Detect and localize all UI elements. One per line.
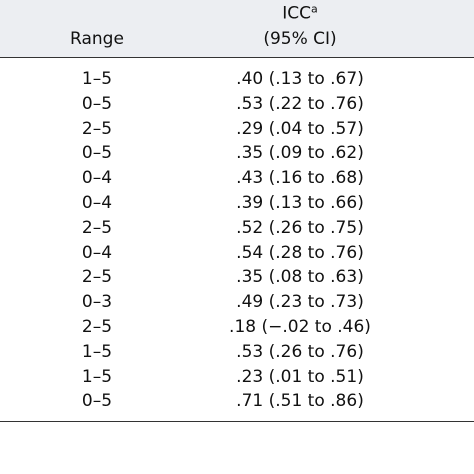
icc-cell: .23 (.01 to .51) bbox=[236, 366, 364, 387]
range-cell: 0–5 bbox=[81, 143, 113, 164]
icc-header-text: ICC bbox=[282, 3, 312, 24]
icc-cell: .53 (.22 to .76) bbox=[236, 93, 364, 114]
range-header: Range bbox=[70, 29, 124, 49]
range-cell: 0–4 bbox=[81, 193, 113, 213]
range-cell: 1–5 bbox=[81, 69, 113, 89]
ci-header: (95% CI) bbox=[263, 29, 337, 49]
icc-cell: .35 (.09 to .62) bbox=[236, 143, 364, 164]
range-cell: 0–5 bbox=[81, 93, 113, 114]
icc-cell: .29 (.04 to .57) bbox=[236, 118, 364, 139]
range-cell: 2–5 bbox=[81, 118, 113, 139]
range-cell: 2–5 bbox=[81, 317, 113, 337]
icc-cell: .43 (.16 to .68) bbox=[236, 168, 364, 189]
range-cell: 2–5 bbox=[81, 267, 113, 288]
range-cell: 1–5 bbox=[81, 341, 113, 362]
icc-cell: .18 (−.02 to .46) bbox=[229, 317, 371, 337]
icc-cell: .49 (.23 to .73) bbox=[236, 292, 364, 313]
range-cell: 2–5 bbox=[81, 217, 113, 238]
icc-cell: .40 (.13 to .67) bbox=[236, 69, 364, 89]
range-cell: 1–5 bbox=[81, 366, 113, 387]
icc-cell: .39 (.13 to .66) bbox=[236, 193, 364, 213]
range-cell: 0–4 bbox=[81, 168, 113, 189]
header-background bbox=[0, 0, 474, 58]
icc-cell: .71 (.51 to .86) bbox=[236, 391, 364, 412]
icc-cell: .53 (.26 to .76) bbox=[236, 341, 364, 362]
icc-footnote-mark: a bbox=[311, 2, 318, 16]
range-cell: 0–4 bbox=[81, 242, 113, 263]
table-bottom-rule bbox=[0, 421, 474, 422]
icc-cell: .35 (.08 to .63) bbox=[236, 267, 364, 288]
range-cell: 0–5 bbox=[81, 391, 113, 412]
range-cell: 0–3 bbox=[81, 292, 113, 313]
icc-header: ICCa bbox=[282, 3, 318, 24]
icc-cell: .54 (.28 to .76) bbox=[236, 242, 364, 263]
icc-cell: .52 (.26 to .75) bbox=[236, 217, 364, 238]
